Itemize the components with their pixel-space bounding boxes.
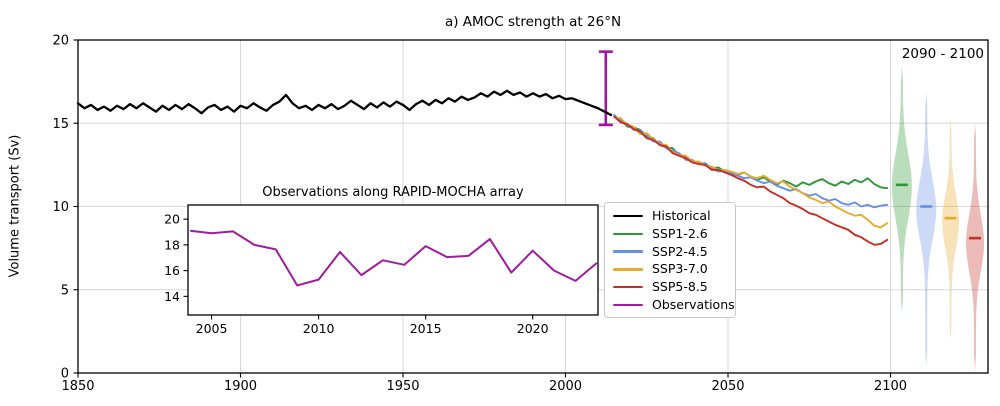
inset-y-tick-label: 16	[164, 263, 180, 278]
violin-plots	[891, 66, 984, 372]
inset-series-line-Observations	[190, 229, 598, 287]
inset-frame	[187, 204, 599, 316]
inset-y-tick-label: 14	[164, 289, 180, 304]
inset-x-tick-label: 2010	[303, 321, 335, 336]
inset-x-tick-label: 2015	[410, 321, 442, 336]
legend-label: SSP2-4.5	[652, 243, 708, 259]
legend-label: SSP1-2.6	[652, 225, 708, 241]
observations-line-swatch	[613, 303, 643, 307]
legend-item-ssp2-45: SSP2-4.5	[613, 244, 729, 260]
legend: Historical SSP1-2.6 SSP2-4.5 SSP3-7.0 SS…	[604, 202, 736, 318]
ssp2-45-line-swatch	[613, 250, 643, 253]
inset-x-tick-label: 2005	[196, 321, 228, 336]
violin-SSP3-7.0	[942, 118, 960, 340]
series-line-SSP5-8.5	[613, 115, 889, 246]
chart-title: a) AMOC strength at 26°N	[444, 14, 622, 30]
x-tick-label: 1950	[386, 379, 419, 394]
series-line-Historical	[76, 89, 613, 117]
ssp3-70-line-swatch	[613, 268, 643, 271]
x-tick-label: 2100	[874, 379, 907, 394]
x-tick-label: 1850	[61, 379, 94, 394]
legend-item-ssp5-85: SSP5-8.5	[613, 279, 729, 295]
series-line-SSP2-4.5	[613, 113, 889, 209]
inset-y-tick-label: 20	[164, 212, 180, 227]
x-tick-label: 2000	[549, 379, 582, 394]
ssp5-85-line-swatch	[613, 285, 643, 289]
legend-label: SSP3-7.0	[652, 261, 708, 277]
x-tick-label: 1900	[224, 379, 257, 394]
y-tick-label: 20	[52, 34, 69, 49]
y-tick-label: 0	[61, 367, 69, 382]
legend-label: SSP5-8.5	[652, 279, 708, 295]
violin-period-label: 2090 - 2100	[901, 46, 984, 62]
axes-frame: 1850 1900 1950 2000 2050 2100 0 5 10 15 20	[52, 34, 989, 394]
legend-item-historical: Historical	[613, 208, 729, 224]
legend-item-ssp3-70: SSP3-7.0	[613, 261, 729, 277]
violin-SSP2-4.5	[916, 91, 937, 367]
series-lines	[76, 89, 889, 246]
ssp1-26-line-swatch	[613, 232, 643, 236]
legend-label: Historical	[652, 208, 711, 223]
inset-axes: 2005 2010 2015 2020 14 16 18 20	[164, 204, 599, 336]
y-tick-label: 15	[52, 117, 69, 132]
y-tick-label: 10	[52, 200, 69, 215]
inset-y-tick-label: 18	[164, 237, 180, 252]
y-tick-label: 5	[61, 283, 69, 298]
violin-SSP1-2.6	[891, 66, 912, 314]
legend-label: Observations	[652, 296, 735, 312]
inset-background	[188, 205, 598, 315]
legend-item-ssp1-26: SSP1-2.6	[613, 226, 729, 242]
violin-SSP5-8.5	[966, 123, 984, 372]
x-tick-label: 2050	[711, 379, 744, 394]
legend-item-observations: Observations	[613, 297, 735, 313]
historical-line-swatch	[613, 214, 643, 218]
y-axis-label: Volume transport (Sv)	[7, 134, 23, 278]
inset-x-tick-label: 2020	[517, 321, 549, 336]
inset-title: Observations along RAPID-MOCHA array	[262, 185, 524, 200]
